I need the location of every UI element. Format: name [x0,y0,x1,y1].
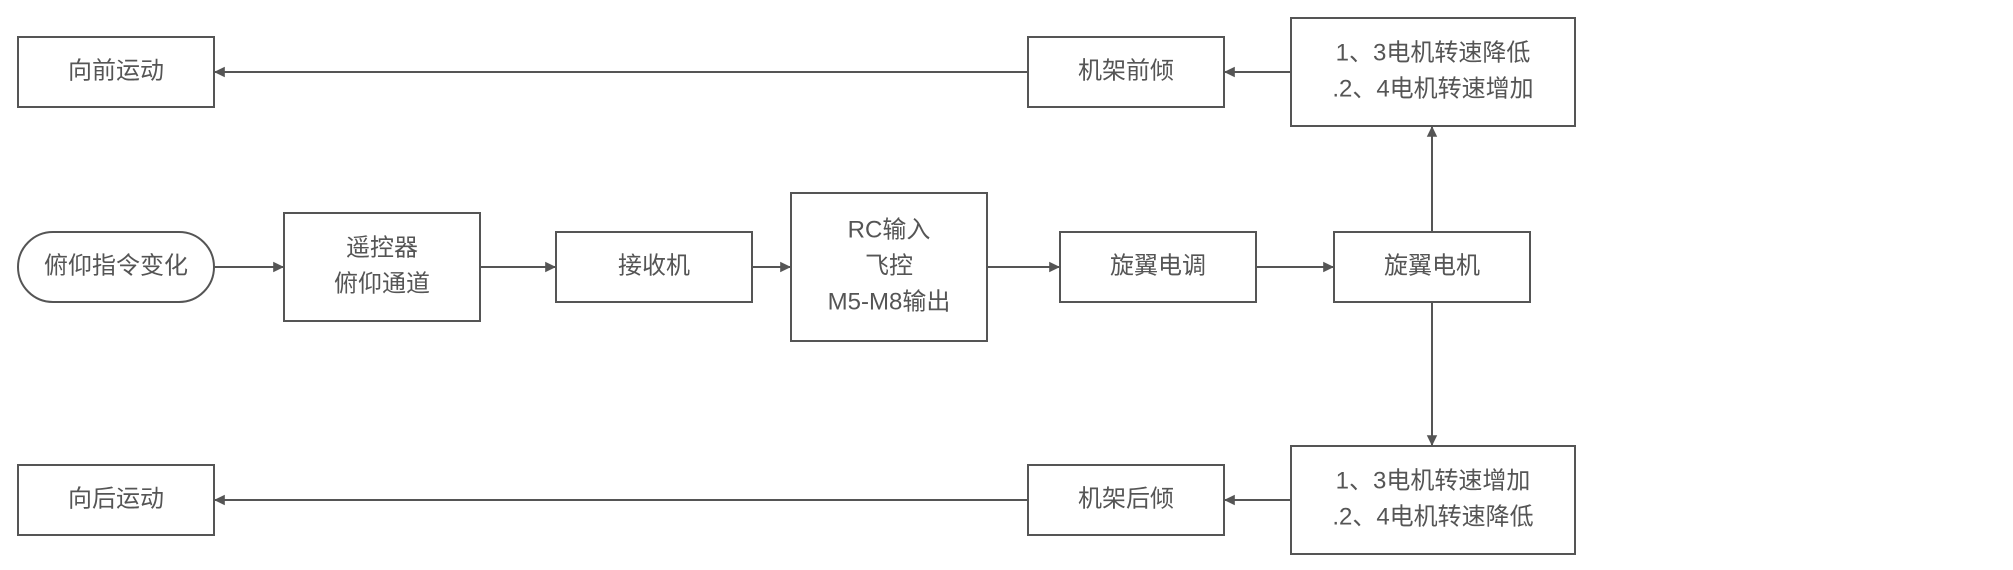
node-down: 1、3电机转速增加 .2、4电机转速降低 [1291,446,1575,554]
node-tiltB: 机架后倾 [1028,465,1224,535]
node-fc-label: 飞控 [865,252,913,279]
node-fc: RC输入飞控 M5-M8输出 [791,193,987,341]
node-up-label: .2、4电机转速增加 [1332,75,1533,102]
node-tiltF-label: 机架前倾 [1078,57,1174,84]
node-fc-label: M5-M8输出 [828,288,951,315]
node-down-label: 1、3电机转速增加 [1336,467,1531,494]
node-receiver: 接收机 [556,232,752,302]
node-cmd-label: 俯仰指令变化 [44,252,188,279]
edge-cmd-remote [214,262,284,272]
edge-fc-esc [987,262,1060,272]
node-tiltB-label: 机架后倾 [1078,485,1174,512]
node-remote-label: 遥控器 [346,234,418,261]
node-motor-label: 旋翼电机 [1384,252,1480,279]
node-receiver-label: 接收机 [618,252,690,279]
node-up-label: 1、3电机转速降低 [1336,39,1531,66]
node-motor: 旋翼电机 [1334,232,1530,302]
node-tiltF: 机架前倾 [1028,37,1224,107]
edge-receiver-fc [752,262,791,272]
node-remote-label: 俯仰通道 [334,270,430,297]
node-back-label: 向后运动 [68,485,164,512]
node-down-label: .2、4电机转速降低 [1332,503,1533,530]
flowchart-canvas: 俯仰指令变化 遥控器俯仰通道 接收机 RC输入飞控 M5-M8输出 旋翼电调 旋翼电机 1、3… [0,0,2013,570]
edge-esc-motor [1256,262,1334,272]
node-remote: 遥控器俯仰通道 [284,213,480,321]
edge-tiltB-back [214,495,1028,505]
node-fc-label: RC输入 [848,216,931,243]
edge-motor-up [1427,126,1437,232]
node-fwd: 向前运动 [18,37,214,107]
edge-down-tiltB [1224,495,1291,505]
node-cmd: 俯仰指令变化 [18,232,214,302]
edge-up-tiltF [1224,67,1291,77]
node-fwd-label: 向前运动 [68,57,164,84]
node-esc: 旋翼电调 [1060,232,1256,302]
edge-tiltF-fwd [214,67,1028,77]
node-up: 1、3电机转速降低 .2、4电机转速增加 [1291,18,1575,126]
edge-remote-receiver [480,262,556,272]
edge-motor-down [1427,302,1437,446]
node-back: 向后运动 [18,465,214,535]
node-esc-label: 旋翼电调 [1110,252,1206,279]
